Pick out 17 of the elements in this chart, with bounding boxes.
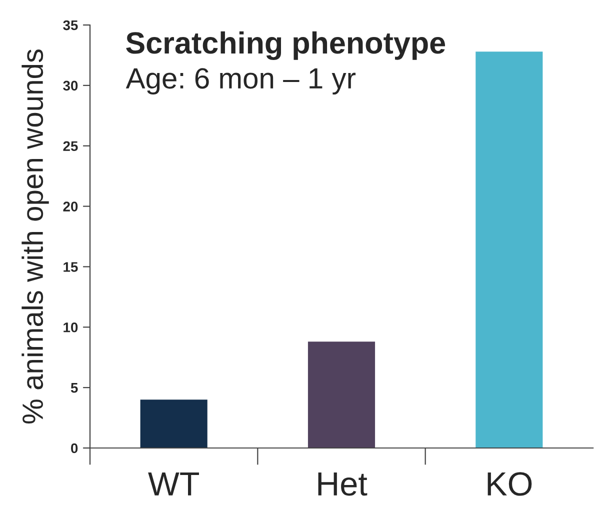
- y-tick-label: 35: [63, 20, 78, 30]
- text: Age: 6 mon – 1 yr: [126, 68, 356, 94]
- x-tick-label: WT: [148, 472, 199, 496]
- y-tick-label: 15: [64, 262, 78, 272]
- y-axis-title: % animals with open wounds: [22, 49, 49, 424]
- y-tick-label: 25: [63, 141, 78, 152]
- x-tick-label: KO: [488, 472, 532, 496]
- y-tick-label: 5: [70, 383, 78, 393]
- y-tick-label: 30: [63, 80, 78, 91]
- bar: [476, 52, 543, 448]
- y-tick-label: 0: [71, 443, 78, 454]
- x-tick-label: Het: [318, 472, 368, 496]
- chart-title: Scratching phenotype: [126, 31, 446, 60]
- bar: [308, 342, 376, 448]
- bar: [140, 400, 208, 448]
- y-tick-label: 20: [63, 202, 78, 212]
- y-tick-label: 10: [64, 322, 78, 332]
